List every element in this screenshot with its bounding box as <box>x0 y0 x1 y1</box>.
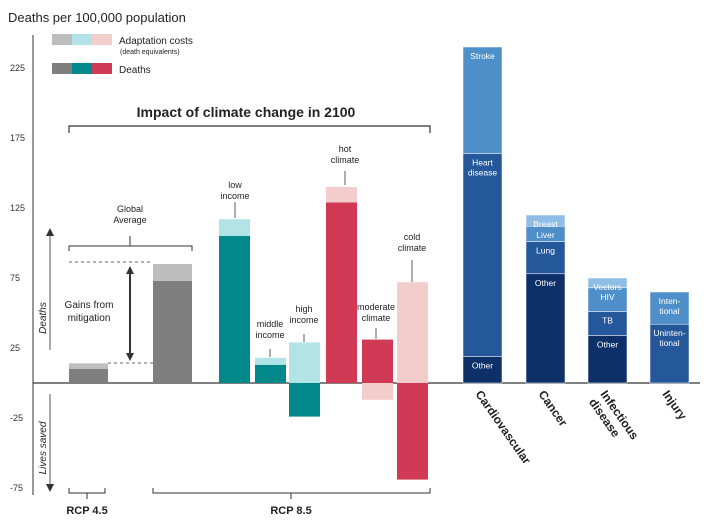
adaptation-bar <box>255 357 286 365</box>
group-bracket <box>152 488 431 494</box>
scenario-bar <box>153 280 192 383</box>
cause-segment <box>462 46 503 154</box>
cause-label: Infectiousdisease <box>586 388 642 451</box>
cause-segment <box>462 153 503 357</box>
deaths-side-label: Deaths <box>38 302 49 334</box>
scenario-bar <box>255 364 286 383</box>
cause-segment <box>587 335 628 384</box>
y-tick-label: 25 <box>10 343 20 353</box>
cause-segment <box>525 273 566 384</box>
legend-deaths-swatch <box>92 63 112 74</box>
scenario-label: cold climate <box>398 232 427 253</box>
cause-segment-label: Lung <box>536 246 555 256</box>
cause-segment-label: Other <box>535 278 556 288</box>
cause-segment <box>587 277 628 289</box>
y-tick-label: 225 <box>10 63 25 73</box>
y-tick-label: -25 <box>10 413 23 423</box>
cause-label: Injury <box>660 388 690 423</box>
legend-deaths-swatch <box>72 63 92 74</box>
lives-saved-side-label: Lives saved <box>38 421 49 474</box>
cause-segment-label: Uninten-tional <box>653 328 685 348</box>
cause-segment <box>525 214 566 227</box>
chart-title: Impact of climate change in 2100 <box>137 104 356 120</box>
adaptation-bar <box>362 383 393 400</box>
scenario-bar <box>397 383 428 480</box>
scenario-label: middle income <box>255 319 284 340</box>
cause-segment-label: Other <box>472 360 493 370</box>
scenario-bar <box>326 202 357 383</box>
adaptation-bar <box>397 282 428 383</box>
adaptation-bar <box>219 219 250 236</box>
legend-adaptation-swatch <box>92 34 112 45</box>
cause-segment <box>649 291 690 325</box>
adaptation-bar <box>69 363 108 369</box>
legend-adaptation-swatch <box>72 34 92 45</box>
legend-deaths-swatch <box>52 63 72 74</box>
scenario-label: low income <box>220 180 249 201</box>
cause-segment-label: Stroke <box>470 51 495 61</box>
cause-segment-label: Heart disease <box>468 157 498 177</box>
gains-label: Gains from mitigation <box>65 300 114 324</box>
legend-adaptation-swatch <box>52 34 72 45</box>
y-axis-title: Deaths per 100,000 population <box>8 10 186 25</box>
cause-segment-label: Vectors <box>593 282 621 292</box>
cause-segment-label: Liver <box>536 230 555 240</box>
cause-label: Cardiovascular <box>473 388 534 467</box>
cause-bars: Other Heart disease Stroke Cardiovascular Oth… <box>462 46 690 467</box>
cause-segment-label: HIV <box>600 292 615 302</box>
group-label: RCP 8.5 <box>270 505 311 517</box>
scenario-bar <box>69 369 108 383</box>
adaptation-bar <box>289 342 320 383</box>
adaptation-bar <box>326 187 357 203</box>
scenario-bar <box>219 236 250 383</box>
scenario-label: moderate climate <box>357 302 395 323</box>
scenario-label: Global Average <box>113 204 146 225</box>
scenario-bars <box>69 187 428 480</box>
group-label: RCP 4.5 <box>66 505 107 517</box>
legend: Adaptation costs (death equivalents) Death… <box>52 34 193 76</box>
global-average-bracket <box>68 245 193 251</box>
cause-segment-label: Other <box>597 339 618 349</box>
legend-deaths-label: Deaths <box>119 65 151 76</box>
y-tick-label: 125 <box>10 203 25 213</box>
adaptation-bar <box>153 264 192 281</box>
legend-adaptation-sublabel: (death equivalents) <box>120 49 180 56</box>
cause-segment <box>649 323 690 384</box>
legend-adaptation-label: Adaptation costs <box>119 36 193 47</box>
cause-label: Cancer <box>536 388 571 430</box>
cause-segment-label: Inten-tional <box>659 296 681 316</box>
cause-segment-label: Breast <box>533 219 558 229</box>
cause-segment-label: TB <box>602 316 613 326</box>
scenario-bar <box>289 383 320 417</box>
title-bracket <box>68 125 431 133</box>
group-bracket <box>68 488 106 494</box>
scenario-label: high income <box>289 304 318 325</box>
y-tick-label: 175 <box>10 133 25 143</box>
scenario-label: hot climate <box>331 144 360 165</box>
scenario-bar <box>362 339 393 383</box>
y-tick-label: 75 <box>10 273 20 283</box>
y-tick-label: -75 <box>10 483 23 493</box>
